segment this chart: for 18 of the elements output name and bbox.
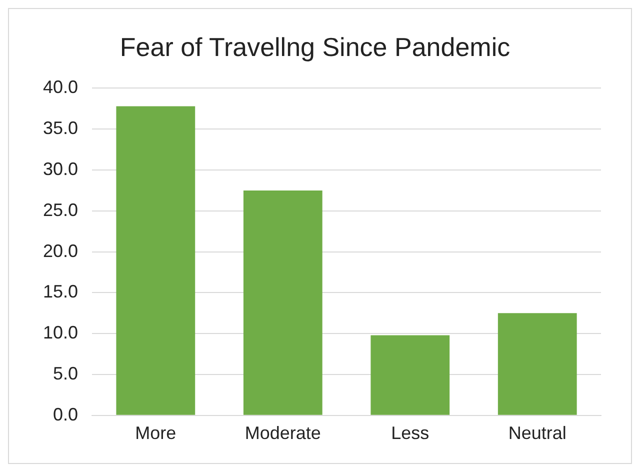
chart-title: Fear of Travellng Since Pandemic: [120, 32, 510, 62]
bar: [370, 335, 450, 415]
x-tick-label: Less: [391, 423, 430, 444]
y-tick-label: 35.0: [42, 118, 78, 138]
y-tick-label: 40.0: [42, 77, 78, 98]
x-tick-label: Neutral: [508, 423, 566, 444]
x-tick-label: Moderate: [244, 423, 321, 444]
y-tick-label: 30.0: [42, 158, 78, 179]
y-tick-label: 25.0: [42, 200, 78, 220]
y-tick-label: 0.0: [53, 404, 78, 424]
bar: [498, 313, 577, 415]
bar: [116, 106, 196, 415]
x-tick-label: More: [135, 423, 176, 444]
y-tick-label: 15.0: [42, 282, 78, 302]
y-tick-label: 5.0: [53, 363, 78, 384]
y-tick-label: 20.0: [42, 240, 78, 261]
bar: [243, 190, 322, 415]
y-tick-label: 10.0: [42, 322, 78, 343]
